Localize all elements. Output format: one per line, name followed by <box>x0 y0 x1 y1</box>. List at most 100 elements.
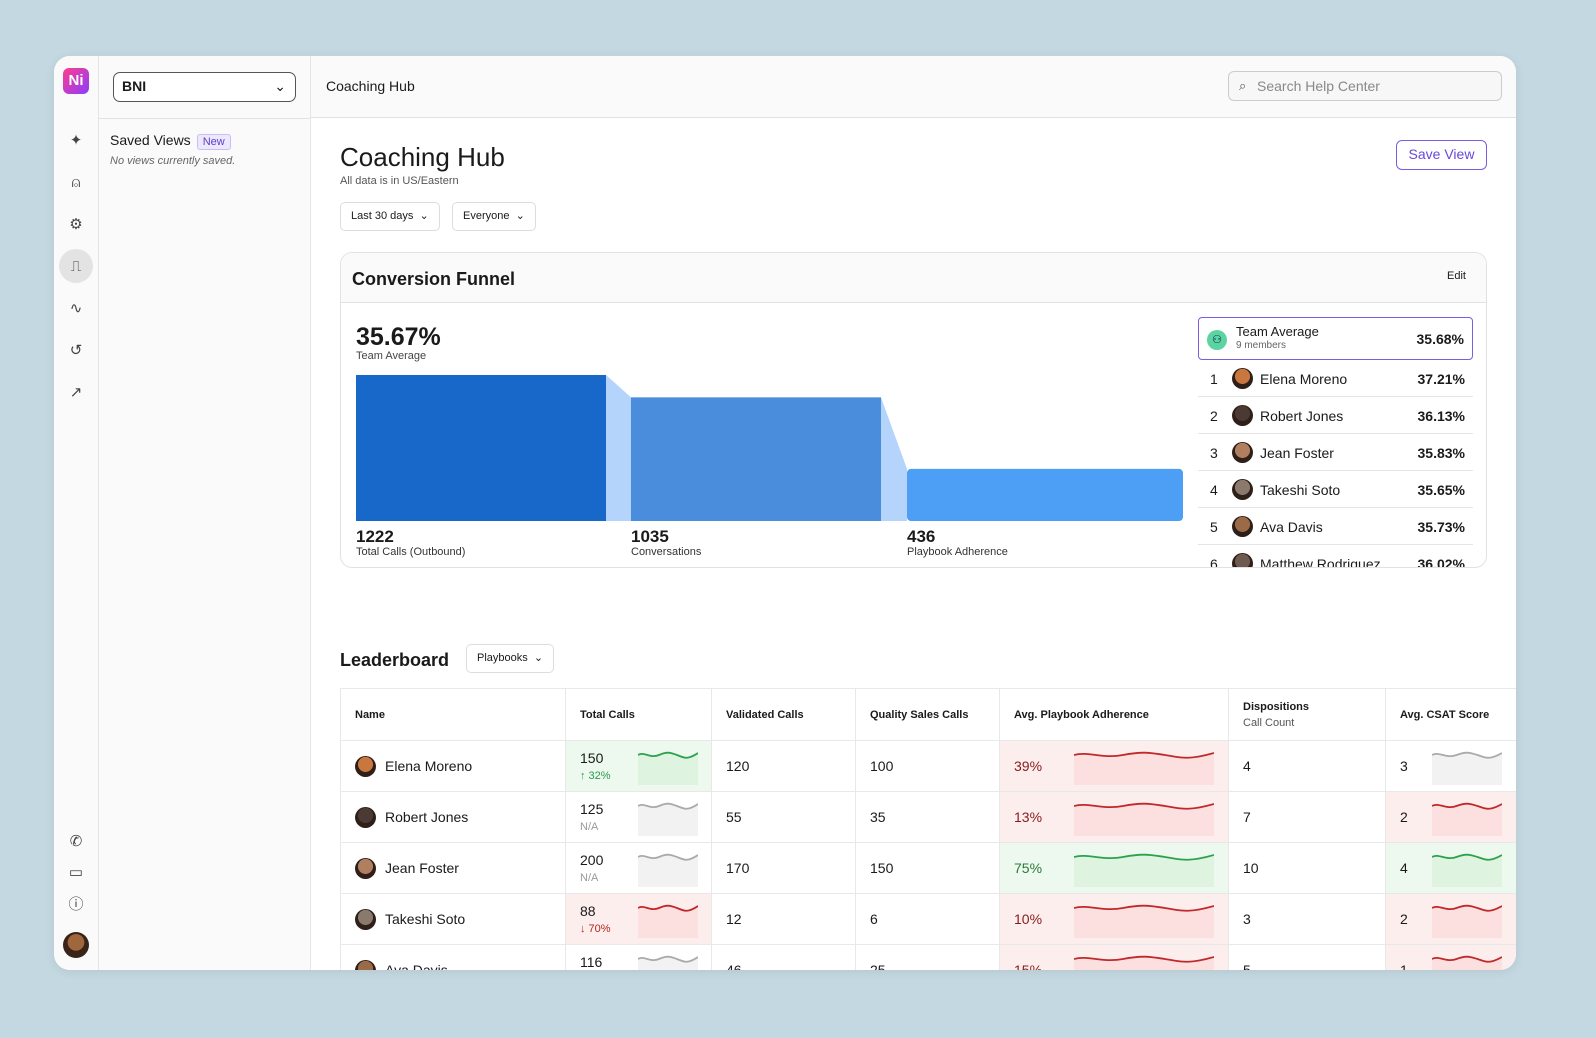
saved-views-label: Saved Views <box>110 132 191 148</box>
avatar <box>1232 405 1253 426</box>
col-name[interactable]: Name <box>341 689 566 741</box>
phone-icon[interactable]: ✆ <box>59 824 93 858</box>
funnel-bar[interactable] <box>631 397 881 521</box>
main-content: Coaching Hub All data is in US/Eastern S… <box>311 118 1516 970</box>
rep-pct: 37.21% <box>1418 371 1465 387</box>
team-pct: 35.68% <box>1417 331 1464 347</box>
rep-name: Jean Foster <box>1260 445 1334 461</box>
page-title: Coaching Hub <box>340 142 505 173</box>
csat-cell: 2 <box>1386 894 1517 945</box>
avatar <box>355 756 376 777</box>
team-average-row[interactable]: ⚇ Team Average 9 members 35.68% <box>1198 317 1473 360</box>
validated-calls: 55 <box>712 792 856 843</box>
timezone-note: All data is in US/Eastern <box>340 175 459 187</box>
col-quality-sales-calls[interactable]: Quality Sales Calls <box>856 689 1000 741</box>
ranking-row[interactable]: 6Matthew Rodriguez36.02% <box>1198 545 1473 568</box>
rep-pct: 35.73% <box>1418 519 1465 535</box>
org-select[interactable]: BNI ⌄ <box>113 72 296 102</box>
avatar <box>355 807 376 828</box>
avatar <box>355 909 376 930</box>
validated-calls: 12 <box>712 894 856 945</box>
trend-icon[interactable]: ↗ <box>59 375 93 409</box>
total-calls-change: ↑ 32% <box>580 770 611 782</box>
sparkle-icon[interactable]: ✦ <box>59 123 93 157</box>
rank: 6 <box>1210 556 1218 568</box>
date-range-filter[interactable]: Last 30 days ⌄ <box>340 202 440 231</box>
people-filter-label: Everyone <box>463 210 509 222</box>
sparkline <box>638 749 698 785</box>
rank: 5 <box>1210 519 1218 535</box>
ranking-row[interactable]: 3Jean Foster35.83% <box>1198 434 1473 471</box>
sparkline <box>1432 749 1502 785</box>
col-validated-calls[interactable]: Validated Calls <box>712 689 856 741</box>
edit-button[interactable]: Edit <box>1447 270 1466 282</box>
funnel-bar[interactable] <box>356 375 606 521</box>
funnel-connector <box>606 375 631 521</box>
org-name: BNI <box>122 78 146 94</box>
dispositions-label: Dispositions <box>1243 701 1309 713</box>
sparkline <box>1432 902 1502 938</box>
table-row[interactable]: Takeshi Soto 88↓ 70% 12 6 10% 3 2 <box>341 894 1517 945</box>
dispositions: 5 <box>1229 945 1386 971</box>
help-icon[interactable]: ⓘ <box>59 886 93 920</box>
table-row[interactable]: Ava Davis 116N/A 46 25 15% 5 1 <box>341 945 1517 971</box>
quality-sales-calls: 35 <box>856 792 1000 843</box>
ranking-row[interactable]: 4Takeshi Soto35.65% <box>1198 471 1473 508</box>
history-icon[interactable]: ↺ <box>59 333 93 367</box>
user-avatar[interactable] <box>63 932 89 958</box>
ranking-row[interactable]: 2Robert Jones36.13% <box>1198 397 1473 434</box>
top-bar: Coaching Hub ⌕Search Help Center <box>311 56 1516 118</box>
funnel-chart <box>341 253 1191 568</box>
people-filter[interactable]: Everyone ⌄ <box>452 202 536 231</box>
col-total-calls[interactable]: Total Calls <box>566 689 712 741</box>
playbook-icon[interactable]: ⎍ <box>59 249 93 283</box>
gear-icon[interactable]: ⚙ <box>59 207 93 241</box>
playbooks-filter[interactable]: Playbooks ⌄ <box>466 644 554 673</box>
new-badge: New <box>197 134 231 150</box>
icon-rail: Ni ✦ ⍝ ⚙ ⎍ ∿ ↺ ↗ ✆ ▭ ⓘ <box>54 56 99 970</box>
adherence-value: 15% <box>1014 962 1042 970</box>
funnel-stage-value: 1222 <box>356 527 394 547</box>
table-row[interactable]: Jean Foster 200N/A 170 150 75% 10 4 <box>341 843 1517 894</box>
total-calls-cell: 116N/A <box>566 945 712 971</box>
rep-name: Ava Davis <box>385 962 448 970</box>
validated-calls: 170 <box>712 843 856 894</box>
funnel-bar[interactable] <box>907 469 1183 521</box>
rep-name: Takeshi Soto <box>1260 482 1340 498</box>
search-icon: ⌕ <box>1239 72 1246 100</box>
activity-icon[interactable]: ∿ <box>59 291 93 325</box>
total-calls: 150 <box>580 750 603 766</box>
video-icon[interactable]: ▭ <box>59 855 93 889</box>
table-row[interactable]: Robert Jones 125N/A 55 35 13% 7 2 <box>341 792 1517 843</box>
chevron-down-icon: ⌄ <box>274 73 286 100</box>
total-calls: 116 <box>580 954 602 970</box>
sparkline <box>638 851 698 887</box>
rep-pct: 36.02% <box>1418 556 1465 568</box>
sparkline <box>638 902 698 938</box>
col-csat[interactable]: Avg. CSAT Score <box>1386 689 1517 741</box>
col-dispositions[interactable]: DispositionsCall Count <box>1229 689 1386 741</box>
save-view-button[interactable]: Save View <box>1396 140 1487 170</box>
search-placeholder: Search Help Center <box>1257 78 1380 94</box>
dispositions: 3 <box>1229 894 1386 945</box>
user-icon[interactable]: ⍝ <box>59 165 93 199</box>
avatar <box>1232 368 1253 389</box>
ranking-row[interactable]: 5 Ava Davis 35.73% <box>1198 508 1473 545</box>
rep-name: Elena Moreno <box>1260 371 1347 387</box>
total-calls: 88 <box>580 903 596 919</box>
ranking-row[interactable]: 1Elena Moreno37.21% <box>1198 360 1473 397</box>
sparkline <box>638 800 698 836</box>
total-calls-change: ↓ 70% <box>580 923 611 935</box>
adherence-value: 39% <box>1014 758 1042 774</box>
col-playbook-adherence[interactable]: Avg. Playbook Adherence <box>1000 689 1229 741</box>
adherence-value: 10% <box>1014 911 1042 927</box>
rank: 3 <box>1210 445 1218 461</box>
avatar <box>1232 442 1253 463</box>
no-views-text: No views currently saved. <box>110 155 235 167</box>
quality-sales-calls: 25 <box>856 945 1000 971</box>
search-input[interactable]: ⌕ Search Help Center <box>1228 71 1502 101</box>
rep-name: Ava Davis <box>1260 519 1323 535</box>
rep-name: Elena Moreno <box>385 758 472 774</box>
table-row[interactable]: Elena Moreno 150↑ 32% 120 100 39% 4 3 <box>341 741 1517 792</box>
total-calls-change: N/A <box>580 821 598 833</box>
